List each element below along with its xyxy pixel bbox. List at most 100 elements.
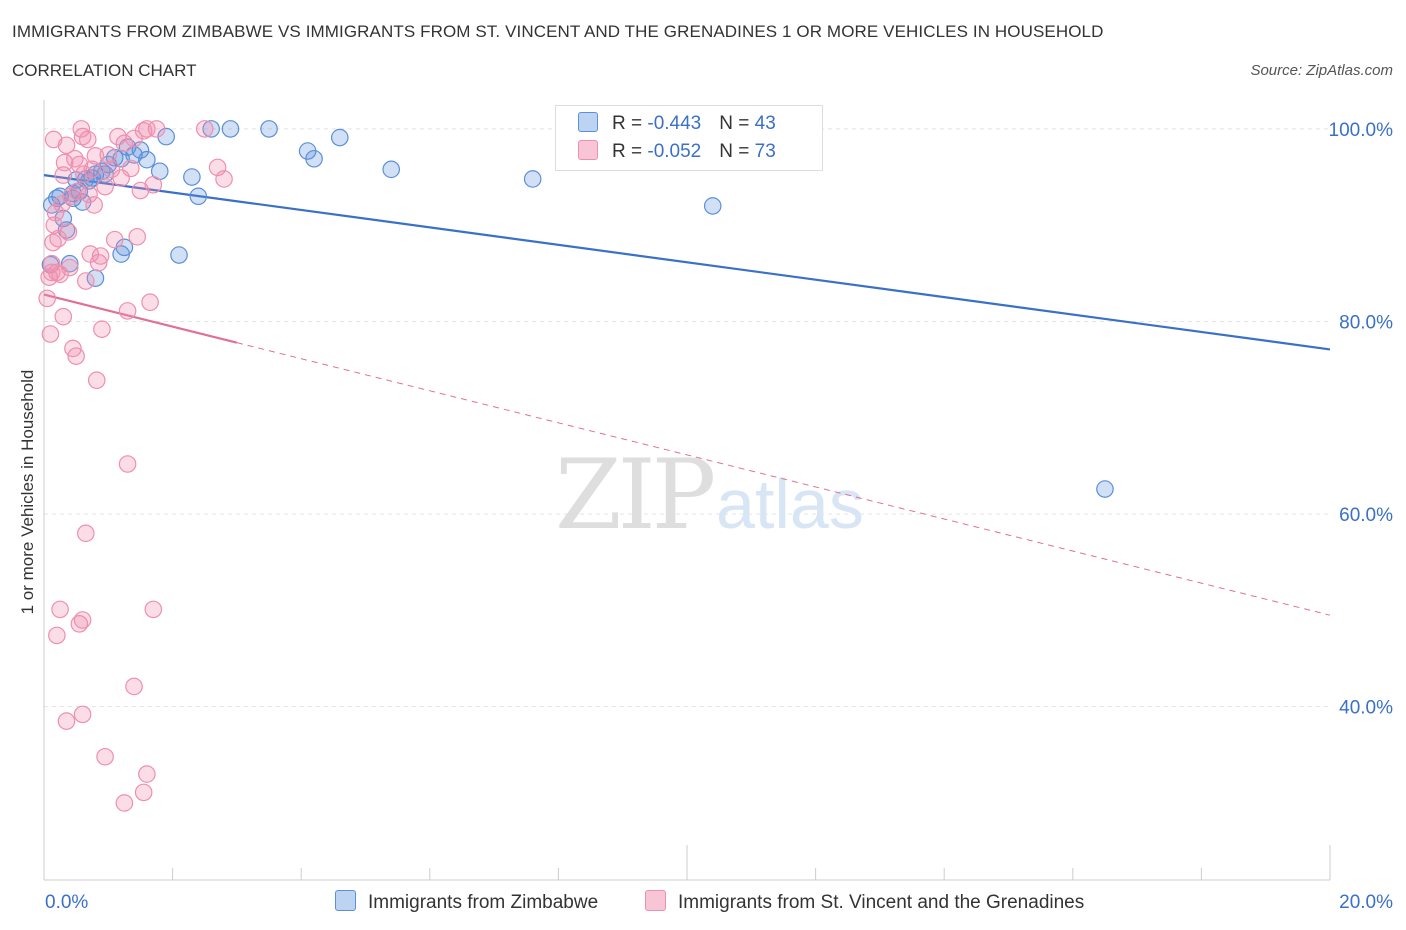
legend-swatch-stvincent [645,890,666,911]
point-stvincent [87,371,106,390]
point-stvincent [76,272,95,290]
point-stvincent [41,325,60,343]
point-stvincent [138,120,156,138]
point-stvincent [93,320,111,338]
point-stvincent [144,600,163,619]
stats-r-label-zimbabwe: R = [612,113,648,134]
point-stvincent [125,677,143,696]
point-stvincent [75,165,93,183]
y-tick-label: 100.0% [1329,120,1394,141]
y-tick-label: 60.0% [1339,505,1393,526]
watermark-zip: ZIP [555,439,714,551]
point-stvincent [105,230,124,249]
stats-r-label-stvincent: R = [612,141,648,162]
stats-row-zimbabwe: R = -0.443 N = 43 [578,112,776,138]
chart-title: IMMIGRANTS FROM ZIMBABWE VS IMMIGRANTS F… [12,22,1104,41]
point-zimbabwe [1096,480,1114,498]
point-zimbabwe [99,155,118,174]
point-zimbabwe [260,120,278,138]
stats-n-label-stvincent: N = [719,141,755,162]
data-points [38,120,1114,812]
point-stvincent [49,229,67,248]
point-stvincent [48,626,66,645]
chart-subtitle: CORRELATION CHART [12,61,197,80]
stats-n-label-zimbabwe: N = [719,113,755,134]
trendlines [43,174,1331,616]
gridlines [44,128,1330,708]
point-stvincent [54,166,73,184]
watermark: ZIP atlas [555,439,864,551]
trendline-stvincent [43,293,238,344]
point-stvincent [67,347,85,365]
stats-swatch-stvincent [578,140,598,160]
point-zimbabwe [330,128,349,147]
point-stvincent [115,794,134,812]
point-zimbabwe [305,149,323,168]
trendline-zimbabwe [43,174,1331,351]
point-stvincent [134,783,153,802]
legend-item-zimbabwe: Immigrants from Zimbabwe [335,890,598,914]
stats-box: R = -0.443 N = 43 R = -0.052 N = 73 [555,105,823,171]
x-tick-label: 20.0% [1339,892,1393,913]
point-stvincent [54,307,73,326]
point-stvincent [68,182,87,201]
point-stvincent [57,136,76,155]
point-stvincent [128,227,147,246]
point-stvincent [73,127,92,146]
point-stvincent [122,159,140,178]
point-stvincent [138,765,156,783]
stats-r-value-stvincent: -0.052 [647,141,702,162]
tick-labels: 100.0% 80.0% 60.0% 40.0% 0.0% 20.0% [45,120,1393,913]
point-stvincent [59,223,78,241]
legend-swatch-zimbabwe [335,890,356,911]
point-zimbabwe [523,170,542,188]
point-zimbabwe [138,150,156,169]
source-credit: Source: ZipAtlas.com [1250,62,1393,79]
point-stvincent [78,130,97,149]
point-stvincent [141,293,159,312]
point-zimbabwe [703,197,722,215]
legend-label-zimbabwe: Immigrants from Zimbabwe [368,892,599,913]
point-stvincent [51,600,69,619]
legend-label-stvincent: Immigrants from St. Vincent and the Gren… [678,892,1085,913]
point-stvincent [38,289,57,308]
point-stvincent [55,153,74,172]
point-stvincent [118,455,137,473]
point-stvincent [60,258,79,277]
point-stvincent [147,120,166,138]
point-stvincent [96,177,114,196]
point-stvincent [83,160,102,179]
point-stvincent [85,196,103,214]
stats-n-value-stvincent: 73 [754,141,776,162]
point-stvincent [99,146,118,164]
point-stvincent [115,134,134,153]
point-zimbabwe [170,246,188,264]
point-zimbabwe [382,160,401,179]
stats-n-value-zimbabwe: 43 [754,113,776,134]
point-stvincent [76,524,95,543]
trendline-stvincent-dashed [236,342,1331,616]
point-stvincent [46,203,65,222]
stats-row-stvincent: R = -0.052 N = 73 [578,140,776,166]
point-stvincent [118,302,137,320]
point-stvincent [89,253,108,272]
y-tick-label: 40.0% [1339,698,1393,719]
point-stvincent [42,263,61,282]
y-axis-title: 1 or more Vehicles in Household [18,369,37,615]
axes [43,100,1331,881]
point-stvincent [144,175,163,194]
point-stvincent [44,130,63,149]
point-stvincent [195,120,214,138]
point-stvincent [45,216,64,234]
x-tick-label: 0.0% [45,892,88,913]
point-stvincent [91,247,110,265]
point-stvincent [215,170,233,188]
point-stvincent [73,611,92,629]
point-zimbabwe [202,120,220,138]
point-zimbabwe [221,120,240,138]
point-zimbabwe [189,187,208,206]
point-stvincent [96,747,114,766]
legend-item-stvincent: Immigrants from St. Vincent and the Gren… [645,890,1084,914]
y-tick-label: 80.0% [1339,312,1393,333]
point-zimbabwe [183,168,201,186]
